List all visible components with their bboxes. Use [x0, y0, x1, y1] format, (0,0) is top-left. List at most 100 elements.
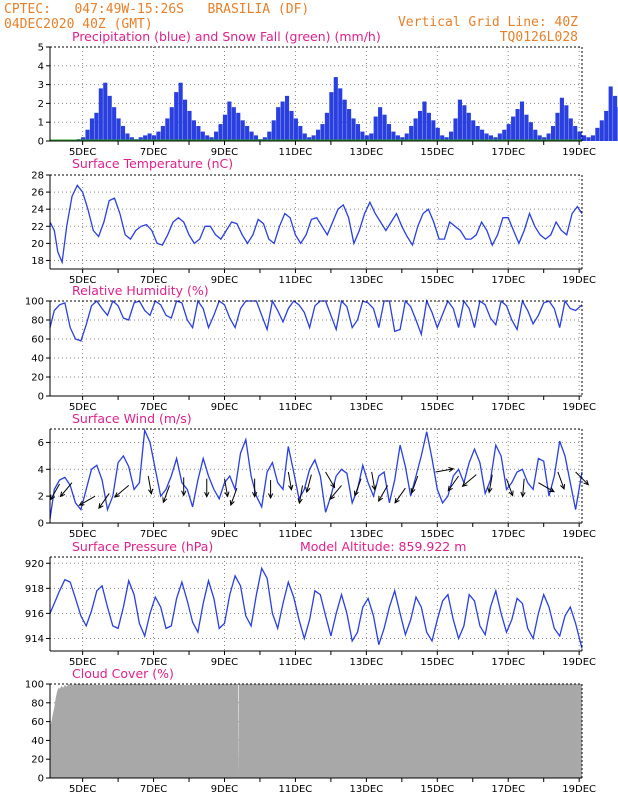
wind-arrow-head: [267, 493, 274, 500]
cloud-y-tick-label: 0: [38, 774, 44, 785]
wind-series-line: [49, 427, 583, 520]
precip-bar: [307, 137, 312, 141]
wind-arrow-shaft: [557, 471, 565, 490]
wind-arrow-head: [330, 482, 336, 489]
cloud-x-tick-label: 5DEC: [69, 784, 96, 795]
precip-x-tick-label: 11DEC: [279, 147, 313, 158]
wind-x-tick-label: 15DEC: [420, 529, 454, 540]
precip-bar: [502, 129, 507, 141]
precip-bar: [342, 99, 347, 141]
wind-arrow-head: [204, 491, 210, 498]
precip-bar: [200, 131, 205, 141]
precip-bar: [444, 137, 449, 141]
temp-x-tick-label: 7DEC: [140, 275, 167, 286]
precip-bar: [138, 137, 143, 141]
pressure-y-tick-label: 918: [25, 584, 44, 595]
precip-bar: [236, 112, 241, 141]
rh-series-line: [49, 298, 583, 342]
precip-bar: [471, 120, 476, 141]
wind-x-tick-label: 5DEC: [69, 529, 96, 540]
wind-arrow-head: [181, 490, 187, 497]
wind-arrow-head: [461, 481, 468, 487]
precip-bar: [165, 118, 170, 141]
precip-bar: [528, 122, 533, 141]
precip-x-tick-label: 7DEC: [140, 147, 167, 158]
rh-x-tick-label: 15DEC: [420, 402, 454, 413]
rh-x-tick-label: 19DEC: [562, 402, 596, 413]
wind-arrow-shaft: [538, 482, 555, 493]
precip-bar: [506, 124, 511, 141]
wind-arrow-head: [583, 479, 590, 486]
pressure-x-tick-label: 11DEC: [279, 657, 313, 668]
precip-x-tick-label: 5DEC: [69, 147, 96, 158]
precip-bar: [462, 105, 467, 141]
temp-x-tick-label: 13DEC: [349, 275, 383, 286]
precip-bar: [524, 114, 529, 141]
pressure-model-altitude: Model Altitude: 859.922 m: [300, 539, 466, 554]
wind-arrow-head: [78, 500, 85, 506]
wind-arrow-shaft: [435, 468, 454, 473]
precip-bar: [378, 107, 383, 141]
title-cloud-cover: Cloud Cover (%): [72, 666, 174, 681]
wind-arrow-shaft: [298, 485, 304, 504]
precip-bar: [280, 101, 285, 141]
wind-arrow-shaft: [488, 474, 493, 493]
precip-bar: [426, 112, 431, 141]
precip-bar: [595, 127, 600, 141]
precip-bar: [311, 135, 316, 141]
precip-bar: [227, 101, 232, 141]
precip-bar: [480, 129, 485, 141]
wind-arrow-head: [252, 491, 258, 498]
precip-bar: [457, 99, 462, 141]
precip-x-tick-label: 19DEC: [562, 147, 596, 158]
precip-bar: [475, 125, 480, 141]
precip-y-tick-label: 5: [38, 43, 44, 54]
wind-arrow-shaft: [354, 478, 362, 496]
precip-x-tick-label: 15DEC: [420, 147, 454, 158]
wind-arrow-shaft: [147, 475, 152, 494]
precip-bar: [511, 116, 516, 141]
precip-bar: [298, 125, 303, 141]
precip-bar: [559, 97, 564, 141]
precip-bar: [316, 129, 321, 141]
precip-bar: [488, 135, 494, 141]
wind-arrow-shaft: [394, 487, 406, 504]
precip-y-tick-label: 2: [38, 99, 44, 110]
wind-arrow-head: [487, 487, 493, 494]
precip-x-tick-label: 9DEC: [211, 147, 238, 158]
precip-bar: [497, 133, 502, 141]
cloud-y-tick-label: 60: [31, 717, 44, 728]
precip-bar: [253, 135, 259, 141]
precip-bar: [276, 107, 281, 141]
precip-bar: [413, 118, 418, 141]
wind-arrow-head: [114, 492, 120, 498]
wind-arrow-shaft: [224, 478, 229, 497]
precip-bar: [81, 137, 86, 141]
precip-bar: [338, 88, 343, 141]
pressure-x-tick-label: 15DEC: [420, 657, 454, 668]
wind-arrow-head: [447, 485, 453, 492]
precip-bar: [586, 137, 591, 141]
precip-bar: [542, 137, 547, 141]
title-humidity: Relative Humidity (%): [72, 283, 209, 298]
cloud-x-tick-label: 15DEC: [420, 784, 454, 795]
wind-arrow-head: [448, 467, 455, 473]
temp-y-tick-label: 28: [31, 171, 44, 182]
wind-arrow-shaft: [50, 483, 61, 500]
rh-x-tick-label: 17DEC: [491, 402, 525, 413]
temp-y-tick-label: 26: [31, 188, 44, 199]
rh-y-tick-label: 0: [38, 392, 44, 403]
precip-bar: [582, 135, 587, 141]
wind-x-tick-label: 11DEC: [279, 529, 313, 540]
wind-arrow-shaft: [462, 474, 477, 487]
temp-y-tick-label: 22: [31, 222, 44, 233]
precip-bar: [302, 133, 307, 141]
precip-x-tick-label: 17DEC: [491, 147, 525, 158]
temp-x-tick-label: 15DEC: [420, 275, 454, 286]
precip-bar: [404, 133, 409, 141]
cloud-y-tick-label: 40: [31, 736, 44, 747]
precip-x-tick-label: 13DEC: [349, 147, 383, 158]
precip-bar: [262, 137, 267, 141]
wind-x-tick-label: 9DEC: [211, 529, 238, 540]
wind-arrow-head: [371, 484, 377, 491]
